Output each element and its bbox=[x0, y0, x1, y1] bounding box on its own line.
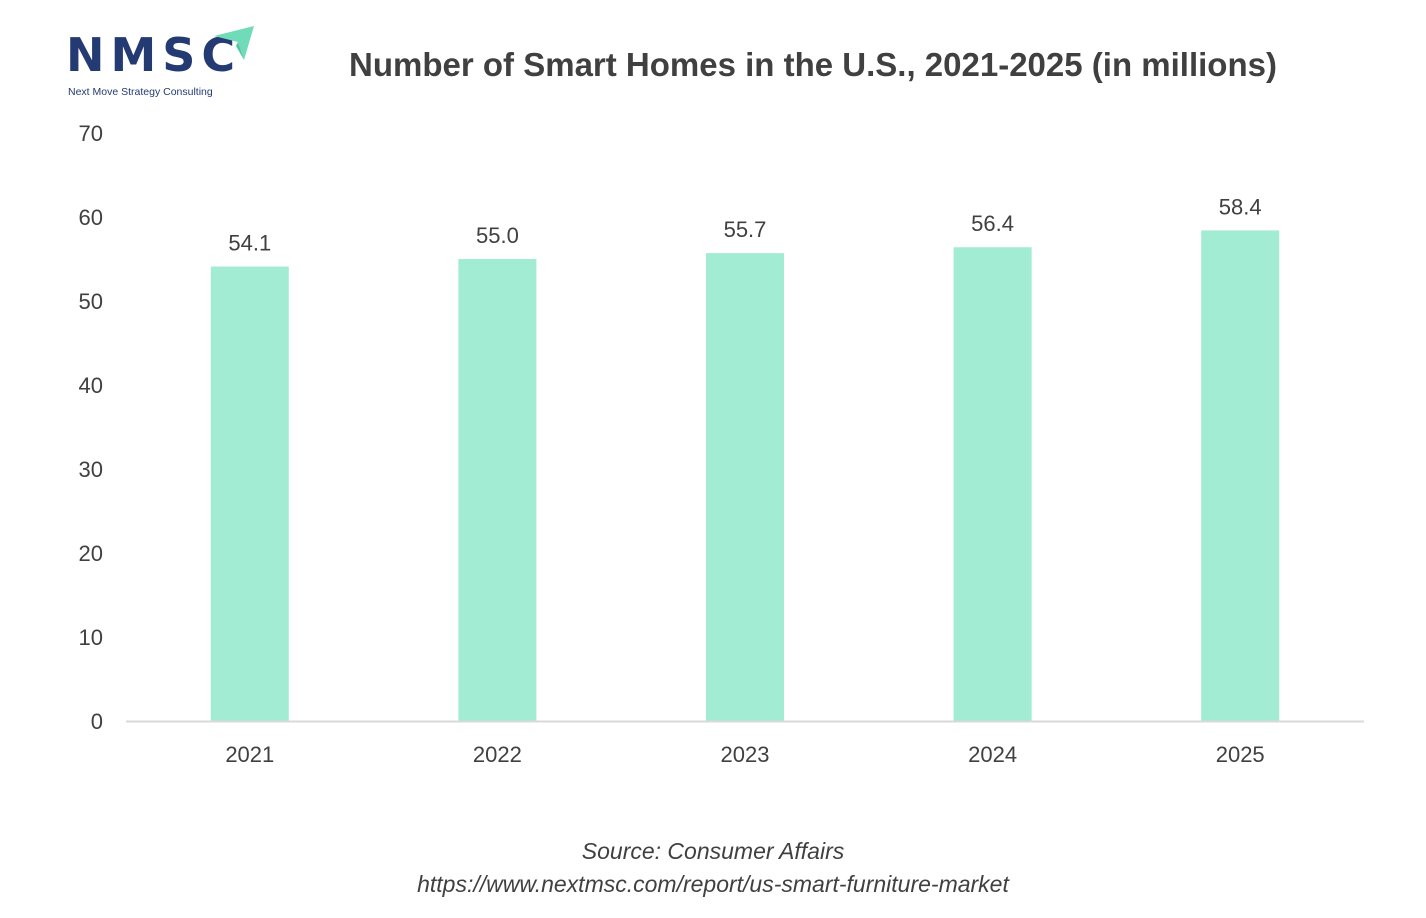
y-tick-label: 10 bbox=[79, 625, 103, 650]
x-tick-label: 2024 bbox=[968, 742, 1017, 767]
data-label: 58.4 bbox=[1219, 194, 1262, 219]
logo-tagline: Next Move Strategy Consulting bbox=[68, 86, 213, 98]
y-tick-label: 20 bbox=[79, 541, 103, 566]
y-tick-label: 70 bbox=[79, 121, 103, 146]
y-tick-label: 40 bbox=[79, 373, 103, 398]
chart-title: Number of Smart Homes in the U.S., 2021-… bbox=[349, 46, 1277, 83]
data-label: 56.4 bbox=[971, 211, 1014, 236]
x-tick-label: 2023 bbox=[721, 742, 770, 767]
y-tick-label: 50 bbox=[79, 289, 103, 314]
logo-arrow-icon bbox=[214, 26, 254, 60]
data-label: 55.7 bbox=[724, 217, 767, 242]
y-tick-label: 0 bbox=[91, 709, 103, 734]
bar bbox=[458, 259, 537, 721]
nmsc-logo: NMSC Next Move Strategy Consulting bbox=[64, 24, 264, 102]
y-tick-label: 30 bbox=[79, 457, 103, 482]
bar bbox=[210, 266, 289, 721]
x-tick-label: 2025 bbox=[1216, 742, 1265, 767]
bar bbox=[953, 247, 1032, 722]
y-tick-label: 60 bbox=[79, 205, 103, 230]
source-url: https://www.nextmsc.com/report/us-smart-… bbox=[417, 871, 1009, 897]
data-label: 55.0 bbox=[476, 223, 519, 248]
bar bbox=[1201, 230, 1280, 721]
logo-wordmark: NMSC bbox=[66, 28, 242, 82]
data-label: 54.1 bbox=[228, 231, 271, 256]
x-tick-label: 2021 bbox=[225, 742, 274, 767]
source-note: Source: Consumer Affairs bbox=[581, 838, 845, 864]
x-tick-label: 2022 bbox=[473, 742, 522, 767]
bar bbox=[706, 253, 784, 721]
